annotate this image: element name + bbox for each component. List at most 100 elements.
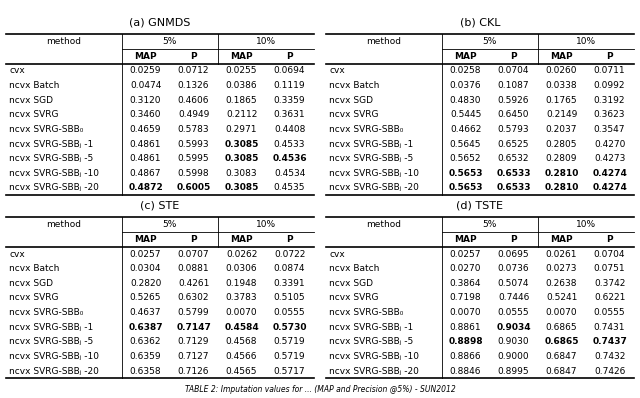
Text: 0.8995: 0.8995: [498, 367, 529, 376]
Text: 0.6847: 0.6847: [546, 367, 577, 376]
Text: 0.5265: 0.5265: [130, 293, 161, 302]
Text: ncvx SVRG-SBBⱼ -5: ncvx SVRG-SBBⱼ -5: [330, 154, 413, 163]
Text: 0.5653: 0.5653: [449, 183, 483, 193]
Text: 0.7127: 0.7127: [178, 352, 209, 361]
Text: ncvx Batch: ncvx Batch: [330, 81, 380, 90]
Text: method: method: [367, 37, 401, 46]
Text: 0.2809: 0.2809: [546, 154, 577, 163]
Text: 0.2820: 0.2820: [130, 279, 161, 288]
Text: 0.6387: 0.6387: [128, 323, 163, 332]
Text: 0.5799: 0.5799: [178, 308, 209, 317]
Text: 0.0722: 0.0722: [274, 250, 305, 259]
Text: 0.5719: 0.5719: [274, 352, 305, 361]
Text: 0.8898: 0.8898: [448, 337, 483, 346]
Text: 0.4568: 0.4568: [226, 337, 257, 346]
Text: cvx: cvx: [10, 250, 25, 259]
Text: 0.5445: 0.5445: [450, 110, 481, 119]
Text: ncvx SVRG-SBB₀: ncvx SVRG-SBB₀: [330, 125, 404, 134]
Text: 0.0070: 0.0070: [226, 308, 257, 317]
Text: ncvx Batch: ncvx Batch: [10, 264, 60, 273]
Text: 0.7437: 0.7437: [592, 337, 627, 346]
Text: 5%: 5%: [483, 37, 497, 46]
Text: P: P: [510, 52, 517, 61]
Text: 0.9030: 0.9030: [498, 337, 529, 346]
Text: 0.4274: 0.4274: [592, 183, 627, 193]
Text: 0.5241: 0.5241: [546, 293, 577, 302]
Text: 0.5653: 0.5653: [449, 169, 483, 178]
Text: ncvx SVRG: ncvx SVRG: [10, 110, 59, 119]
Text: P: P: [510, 235, 517, 244]
Text: 0.4872: 0.4872: [128, 183, 163, 193]
Text: 0.0306: 0.0306: [226, 264, 257, 273]
Text: ncvx SVRG-SBBⱼ -5: ncvx SVRG-SBBⱼ -5: [330, 337, 413, 346]
Text: 0.4606: 0.4606: [178, 96, 209, 105]
Text: 0.1948: 0.1948: [226, 279, 257, 288]
Text: cvx: cvx: [330, 250, 345, 259]
Text: 0.4637: 0.4637: [130, 308, 161, 317]
Text: P: P: [606, 235, 613, 244]
Text: 0.3742: 0.3742: [594, 279, 625, 288]
Text: MAP: MAP: [550, 52, 573, 61]
Text: 0.3547: 0.3547: [594, 125, 625, 134]
Text: 0.7198: 0.7198: [450, 293, 481, 302]
Text: 0.3085: 0.3085: [225, 154, 259, 163]
Text: 5%: 5%: [163, 37, 177, 46]
Text: ncvx SVRG-SBBⱼ -1: ncvx SVRG-SBBⱼ -1: [10, 140, 93, 148]
Text: 0.2638: 0.2638: [546, 279, 577, 288]
Text: 0.0255: 0.0255: [226, 66, 257, 76]
Text: 0.3631: 0.3631: [274, 110, 305, 119]
Text: 0.0257: 0.0257: [450, 250, 481, 259]
Text: ncvx SGD: ncvx SGD: [10, 96, 54, 105]
Text: 0.0262: 0.0262: [226, 250, 257, 259]
Text: ncvx SGD: ncvx SGD: [330, 279, 374, 288]
Text: 0.8866: 0.8866: [450, 352, 481, 361]
Text: ncvx SVRG-SBBⱼ -20: ncvx SVRG-SBBⱼ -20: [330, 183, 419, 193]
Text: 0.2810: 0.2810: [545, 183, 579, 193]
Text: 0.0694: 0.0694: [274, 66, 305, 76]
Text: 0.3085: 0.3085: [225, 140, 259, 148]
Text: 0.4273: 0.4273: [594, 154, 625, 163]
Text: 0.4534: 0.4534: [274, 169, 305, 178]
Text: ncvx SGD: ncvx SGD: [330, 96, 374, 105]
Text: 0.1326: 0.1326: [178, 81, 209, 90]
Text: 0.5926: 0.5926: [498, 96, 529, 105]
Text: MAP: MAP: [134, 235, 157, 244]
Text: 0.4566: 0.4566: [226, 352, 257, 361]
Text: 0.3460: 0.3460: [130, 110, 161, 119]
Text: 0.0270: 0.0270: [450, 264, 481, 273]
Text: 0.0258: 0.0258: [450, 66, 481, 76]
Text: 0.6359: 0.6359: [130, 352, 161, 361]
Text: MAP: MAP: [230, 52, 253, 61]
Text: 0.4536: 0.4536: [272, 154, 307, 163]
Text: ncvx SVRG-SBBⱼ -10: ncvx SVRG-SBBⱼ -10: [10, 169, 99, 178]
Text: 0.4270: 0.4270: [594, 140, 625, 148]
Text: 0.2971: 0.2971: [226, 125, 257, 134]
Text: cvx: cvx: [10, 66, 25, 76]
Text: 0.9000: 0.9000: [498, 352, 529, 361]
Text: 0.6532: 0.6532: [498, 154, 529, 163]
Text: 0.8861: 0.8861: [450, 323, 481, 332]
Text: 0.0304: 0.0304: [130, 264, 161, 273]
Text: 10%: 10%: [255, 37, 276, 46]
Text: 0.5993: 0.5993: [178, 140, 209, 148]
Text: (d) TSTE: (d) TSTE: [456, 201, 504, 211]
Text: 0.6533: 0.6533: [497, 169, 531, 178]
Text: ncvx SVRG-SBBⱼ -5: ncvx SVRG-SBBⱼ -5: [10, 337, 93, 346]
Text: 0.7126: 0.7126: [178, 367, 209, 376]
Text: 5%: 5%: [163, 220, 177, 229]
Text: 0.4830: 0.4830: [450, 96, 481, 105]
Text: (a) GNMDS: (a) GNMDS: [129, 18, 191, 27]
Text: 0.0555: 0.0555: [594, 308, 625, 317]
Text: 0.3083: 0.3083: [226, 169, 257, 178]
Text: 0.7446: 0.7446: [498, 293, 529, 302]
Text: 0.6533: 0.6533: [497, 183, 531, 193]
Text: 0.3864: 0.3864: [450, 279, 481, 288]
Text: 0.0474: 0.0474: [130, 81, 161, 90]
Text: method: method: [367, 220, 401, 229]
Text: ncvx SVRG-SBBⱼ -20: ncvx SVRG-SBBⱼ -20: [10, 367, 99, 376]
Text: 0.2805: 0.2805: [546, 140, 577, 148]
Text: 0.5652: 0.5652: [450, 154, 481, 163]
Text: 0.4408: 0.4408: [274, 125, 305, 134]
Text: ncvx SVRG-SBBⱼ -20: ncvx SVRG-SBBⱼ -20: [330, 367, 419, 376]
Text: 0.0376: 0.0376: [450, 81, 481, 90]
